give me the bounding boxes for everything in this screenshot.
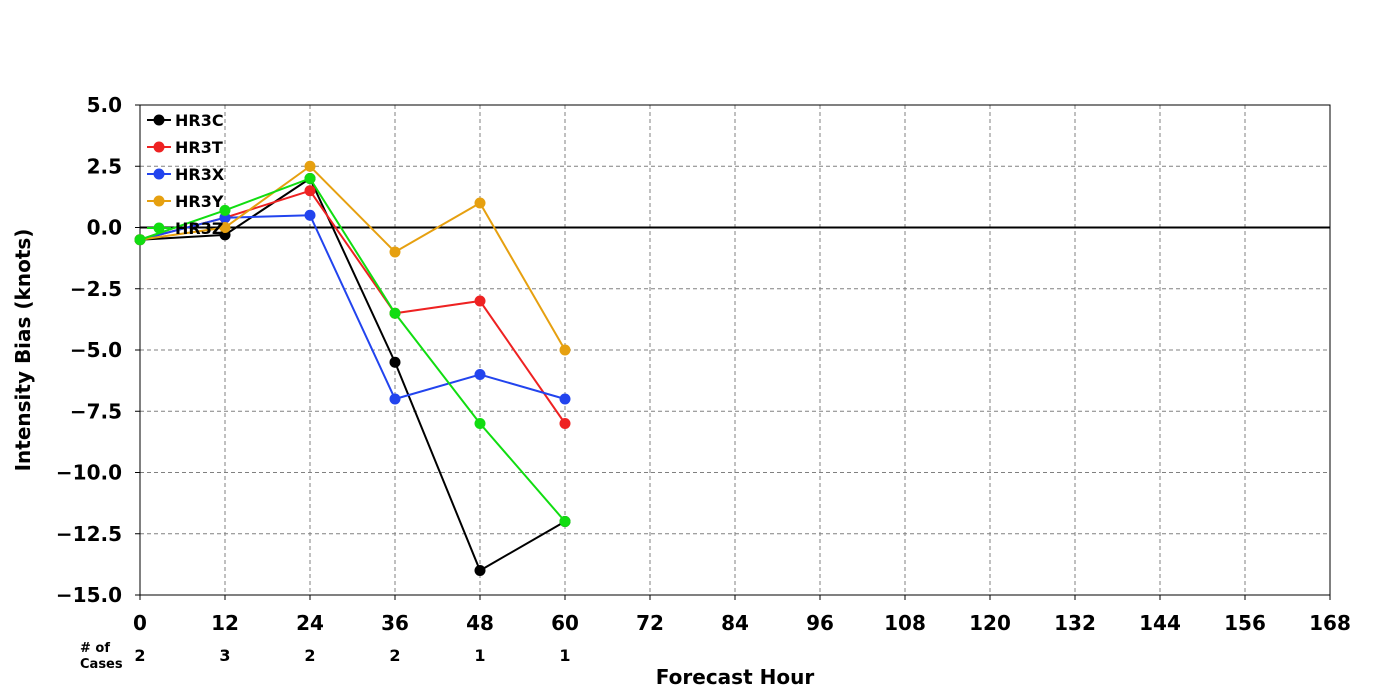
series-line	[139, 214, 566, 401]
legend-label: HR3Z	[175, 219, 223, 238]
legend-label: HR3T	[175, 138, 223, 157]
x-tick-label: 0	[133, 611, 147, 635]
legend: HR3C HR3T HR3X HR3Y HR3Z	[147, 111, 225, 238]
y-tick-label: −5.0	[70, 338, 122, 362]
y-tick-label: −7.5	[70, 399, 122, 423]
x-axis-title: Forecast Hour	[656, 665, 815, 689]
y-tick-label: 0.0	[87, 216, 122, 240]
y-tick-label: 5.0	[87, 93, 122, 117]
data-series	[134, 160, 571, 576]
legend-swatch-marker	[153, 141, 165, 153]
series-hr3x	[134, 209, 571, 405]
y-tick-label: −10.0	[56, 461, 122, 485]
legend-label: HR3C	[175, 111, 224, 130]
x-tick-label: 48	[466, 611, 494, 635]
x-tick-label: 84	[721, 611, 749, 635]
legend-swatch-marker	[153, 222, 165, 234]
legend-item-hr3z: HR3Z	[147, 219, 223, 238]
series-hr3z	[134, 173, 571, 527]
legend-swatch-marker	[153, 195, 165, 207]
legend-swatch-marker	[153, 168, 165, 180]
x-tick-label: 108	[884, 611, 926, 635]
cases-value: 1	[559, 646, 570, 665]
legend-label: HR3X	[175, 165, 225, 184]
legend-item-hr3x: HR3X	[147, 165, 225, 184]
y-tick-label: −15.0	[56, 583, 122, 607]
data-point	[304, 209, 316, 221]
data-point	[559, 418, 571, 429]
data-point	[474, 369, 486, 380]
data-point	[559, 393, 571, 405]
data-point	[474, 197, 486, 209]
data-point	[304, 185, 316, 197]
cases-label-line2: Cases	[80, 657, 123, 672]
data-point	[134, 234, 146, 246]
data-point	[219, 222, 231, 233]
x-tick-label: 12	[211, 611, 239, 635]
grid-lines	[140, 105, 1330, 595]
x-tick-label: 120	[969, 611, 1011, 635]
x-tick-label: 156	[1224, 611, 1266, 635]
data-point	[559, 344, 571, 356]
y-tick-label: −2.5	[70, 277, 122, 301]
x-tick-label: 72	[636, 611, 664, 635]
series-line	[139, 177, 566, 523]
data-point	[389, 246, 401, 258]
legend-swatch-marker	[153, 114, 165, 126]
cases-value: 1	[474, 646, 485, 665]
data-point	[304, 173, 316, 184]
y-tick-label: 2.5	[87, 154, 122, 178]
legend-item-hr3c: HR3C	[147, 111, 224, 130]
x-tick-label: 168	[1309, 611, 1351, 635]
data-point	[389, 356, 401, 368]
x-tick-label: 36	[381, 611, 409, 635]
data-point	[474, 565, 486, 576]
cases-value: 3	[219, 646, 230, 665]
cases-row: # of Cases 2 3 2 2 1 1	[80, 641, 571, 672]
data-point	[474, 295, 486, 307]
series-line	[139, 164, 566, 351]
data-point	[389, 393, 401, 405]
cases-value: 2	[134, 646, 145, 665]
y-tick-label: −12.5	[56, 522, 122, 546]
legend-label: HR3Y	[175, 192, 224, 211]
cases-value: 2	[389, 646, 400, 665]
x-tick-label: 132	[1054, 611, 1096, 635]
x-tick-label: 60	[551, 611, 579, 635]
y-axis-title: Intensity Bias (knots)	[11, 229, 35, 472]
y-axis-ticks: 5.0 2.5 0.0 −2.5 −5.0 −7.5 −10.0 −12.5 −15.0	[56, 93, 140, 607]
cases-value: 2	[304, 646, 315, 665]
data-point	[389, 307, 401, 319]
data-point	[304, 160, 316, 172]
series-line	[139, 177, 566, 572]
data-point	[219, 204, 231, 216]
x-tick-label: 144	[1139, 611, 1181, 635]
cases-label-line1: # of	[80, 641, 110, 656]
x-tick-label: 96	[806, 611, 834, 635]
x-axis-ticks: 0 12 24 36 48 60 72 84 96 108 120 132 144 156 168	[133, 595, 1351, 635]
data-point	[559, 516, 571, 527]
data-point	[474, 418, 486, 429]
legend-item-hr3t: HR3T	[147, 138, 223, 157]
series-hr3y	[134, 160, 571, 356]
legend-item-hr3y: HR3Y	[147, 192, 224, 211]
x-tick-label: 24	[296, 611, 324, 635]
